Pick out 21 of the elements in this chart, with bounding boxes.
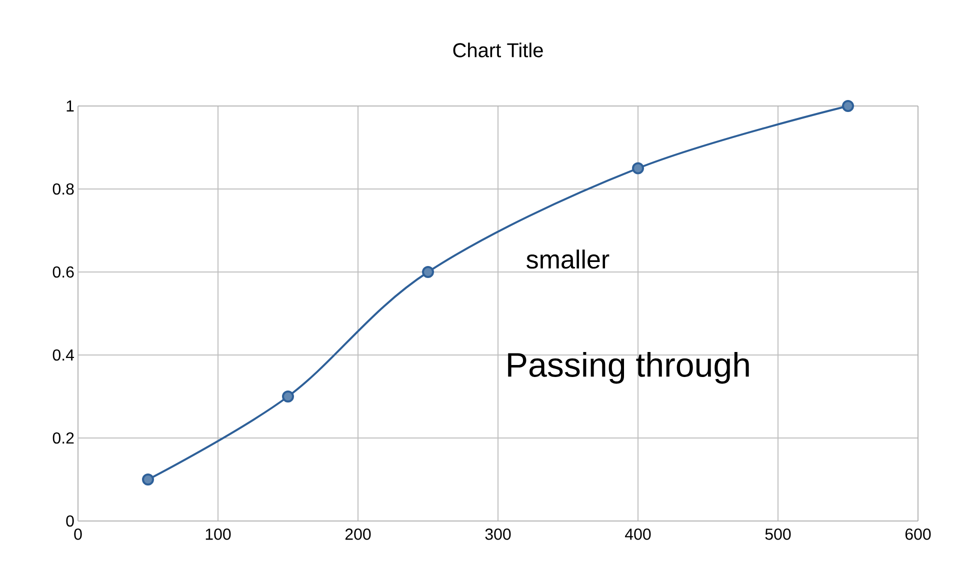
y-tick-label: 0.4 (52, 349, 74, 361)
annotation: smaller (526, 250, 610, 269)
point (142, 474, 154, 486)
x-tick-label: 300 (485, 528, 511, 540)
x-tick-label: 200 (345, 528, 371, 540)
y-tick-label: 0.8 (52, 183, 74, 195)
point (632, 162, 644, 174)
x-tick-label: 0 (74, 528, 82, 540)
chart-title: Chart Title (453, 42, 543, 58)
point (842, 100, 854, 112)
point (282, 390, 294, 402)
x-tick-label: 500 (765, 528, 791, 540)
y-tick-label: 1 (66, 100, 74, 112)
point (422, 266, 434, 278)
x-tick-label: 400 (625, 528, 651, 540)
x-tick-label: 600 (905, 528, 931, 540)
annotation: Passing through (508, 352, 749, 384)
y-tick-label: 0 (66, 515, 74, 527)
x-tick-label: 100 (206, 528, 231, 540)
y-tick-label: 0.6 (52, 266, 74, 278)
y-tick-label: 0.2 (52, 432, 74, 444)
